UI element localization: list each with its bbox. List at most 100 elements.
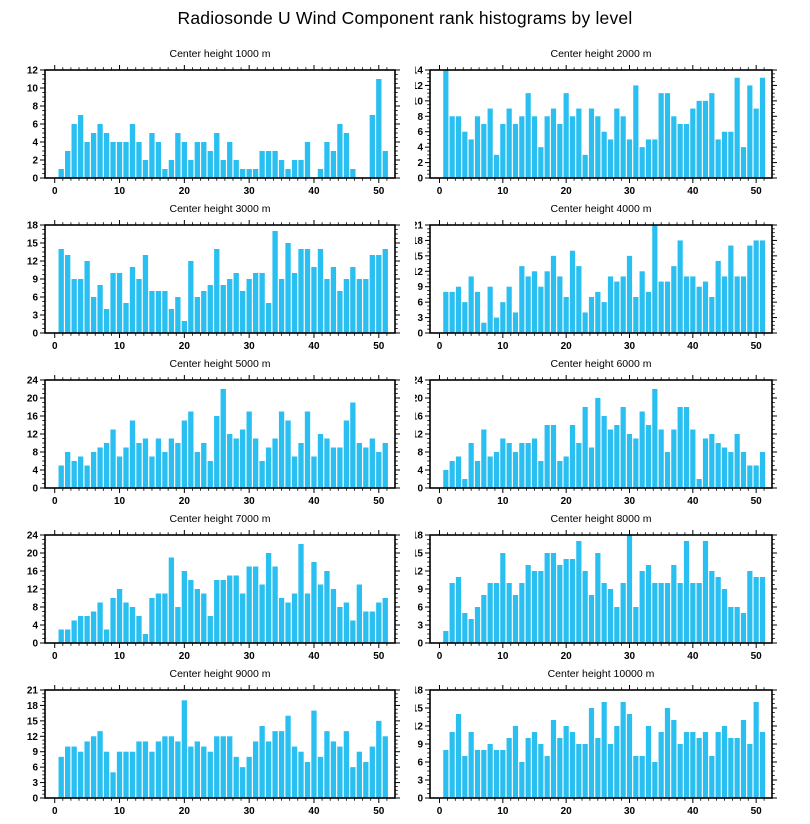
y-tick-label: 16	[415, 412, 423, 423]
histogram-bar	[462, 479, 468, 488]
histogram-bar	[278, 598, 285, 643]
histogram-bar	[356, 751, 362, 798]
histogram-bar	[500, 438, 506, 488]
subplot-title: Center height 1000 m	[170, 48, 271, 60]
histogram-bar	[728, 452, 734, 488]
axis-ticks	[40, 220, 400, 338]
histogram-bar	[207, 151, 213, 178]
histogram-bar	[512, 312, 519, 333]
histogram-bar	[376, 720, 382, 798]
histogram-bar	[588, 447, 595, 488]
histogram-bar	[474, 607, 481, 643]
histogram-bar	[607, 429, 614, 488]
histogram-bar	[168, 438, 175, 488]
histogram-bar	[350, 767, 356, 798]
histogram-bar	[382, 443, 388, 488]
y-tick-label: 12	[415, 430, 423, 441]
histogram-bar	[626, 434, 633, 488]
histogram-bar	[740, 452, 747, 488]
histogram-bar	[65, 452, 71, 488]
histogram-bar	[658, 429, 664, 488]
histogram-bar	[136, 741, 142, 798]
histogram-bar	[582, 744, 588, 798]
histogram-bar	[298, 751, 304, 798]
x-tick-label: 20	[561, 186, 573, 197]
y-tick-label: 3	[32, 778, 38, 789]
histogram-bar	[265, 741, 272, 798]
x-tick-label: 50	[751, 186, 763, 197]
x-tick-label: 10	[114, 496, 126, 507]
histogram-bar	[350, 620, 356, 643]
histogram-bar	[136, 279, 142, 333]
histogram-bar	[259, 273, 265, 333]
histogram-bar	[443, 291, 449, 333]
histogram-bar	[246, 169, 252, 178]
histogram-bar	[291, 273, 298, 333]
y-tick-label: 3	[417, 313, 423, 324]
histogram-bar	[194, 142, 200, 178]
histogram-bar	[658, 93, 664, 178]
histogram-bar	[227, 434, 233, 488]
histogram-bar	[330, 151, 337, 178]
y-tick-label: 4	[417, 466, 423, 477]
histogram-bar	[149, 456, 155, 488]
x-tick-label: 50	[751, 341, 763, 352]
histogram-bar	[620, 407, 626, 488]
histogram-bar	[324, 438, 330, 488]
histogram-bar	[324, 571, 330, 643]
histogram-bar	[557, 565, 563, 643]
histogram-bar	[481, 750, 487, 798]
histogram-bar	[462, 613, 468, 643]
histogram-bar	[142, 741, 149, 798]
x-tick-label: 20	[561, 496, 573, 507]
histogram-bar	[142, 160, 149, 178]
histogram-bar	[285, 715, 291, 798]
histogram-bar	[304, 762, 311, 798]
histogram-bar	[728, 245, 734, 333]
histogram-bar	[317, 169, 324, 178]
histogram-bar	[304, 593, 311, 643]
histogram-bar	[369, 438, 375, 488]
histogram-bar	[181, 571, 187, 643]
histogram-bar	[512, 452, 519, 488]
histogram-bar	[544, 116, 550, 178]
y-tick-label: 0	[417, 484, 423, 495]
x-tick-label: 30	[624, 186, 636, 197]
histogram-bar	[487, 286, 493, 333]
histogram-bar	[356, 584, 362, 643]
histogram-bar	[350, 402, 356, 488]
histogram-bar	[557, 738, 563, 798]
histogram-bar	[272, 566, 278, 643]
y-tick-label: 18	[415, 686, 423, 697]
histogram-bar	[443, 470, 449, 488]
subplot-title: Center height 3000 m	[170, 203, 271, 215]
histogram-bar	[382, 249, 388, 333]
histogram-bar	[285, 420, 291, 488]
histogram-bar	[639, 147, 645, 178]
histogram-bar	[71, 461, 77, 488]
histogram-bar	[443, 70, 449, 178]
histogram-bar	[220, 580, 226, 643]
histogram-bar	[455, 714, 462, 798]
histogram-bar	[588, 297, 595, 333]
histogram-bar	[614, 726, 620, 798]
histogram-bar	[721, 131, 728, 178]
histogram-bar	[601, 302, 607, 333]
y-tick-label: 8	[32, 603, 38, 614]
histogram-bar	[614, 281, 620, 333]
histogram-bar	[363, 762, 369, 798]
x-tick-label: 10	[114, 341, 126, 352]
histogram-bar	[702, 732, 709, 798]
histogram-bar	[696, 738, 702, 798]
x-tick-label: 0	[52, 651, 58, 662]
histogram-bar	[715, 732, 721, 798]
histogram-bar	[531, 732, 538, 798]
histogram-bar	[645, 565, 652, 643]
x-tick-label: 30	[244, 651, 256, 662]
histogram-bar	[376, 452, 382, 488]
y-tick-label: 9	[417, 740, 423, 751]
histogram-bar	[343, 279, 350, 333]
histogram-bar	[194, 741, 200, 798]
histogram-bar	[525, 276, 531, 333]
subplot-center-height-5000-m: Center height 5000 m 0 10 20 30 40 50 0 4 8 12 16 20…	[27, 358, 400, 507]
